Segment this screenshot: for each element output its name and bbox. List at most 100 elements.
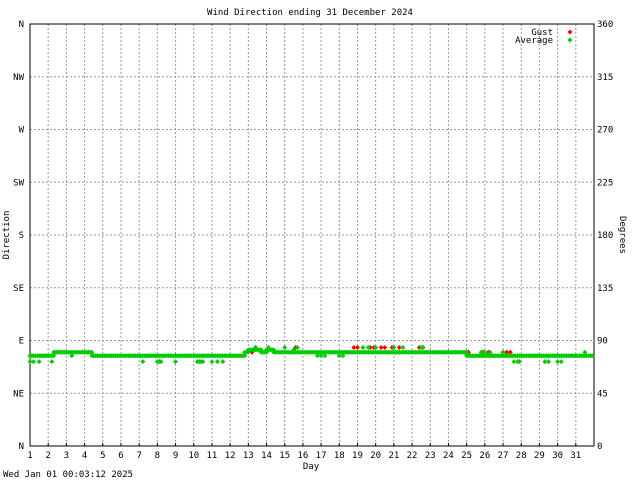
x-axis-label: Day [303, 462, 320, 472]
x-tick-label: 16 [297, 451, 308, 461]
average-series [27, 345, 595, 365]
average-point [200, 359, 206, 365]
x-tick-label: 1 [27, 451, 32, 461]
x-tick-label: 4 [82, 451, 87, 461]
left-axis-labels: N NE E SE S SW W NW N [13, 20, 24, 452]
average-point [220, 359, 226, 365]
average-point [400, 345, 406, 351]
gust-point [378, 345, 384, 351]
y-tick-label-left: NW [13, 73, 24, 83]
average-point [294, 345, 300, 351]
y-tick-label-right: 45 [597, 389, 608, 399]
y-tick-label-right: 270 [597, 126, 613, 136]
average-point [36, 359, 42, 365]
average-point [516, 359, 522, 365]
average-point [511, 359, 517, 365]
average-point [551, 353, 557, 359]
x-tick-label: 30 [552, 451, 563, 461]
x-axis-labels: 1 2 3 4 5 6 7 8 9 10 11 12 13 14 15 16 17 18 19 20 21 22 23 24 2… [27, 451, 581, 461]
average-point [249, 347, 255, 353]
x-tick-label: 12 [225, 451, 236, 461]
average-point [500, 349, 506, 355]
average-point [27, 359, 33, 365]
average-point [391, 345, 397, 351]
plot-frame [29, 23, 595, 447]
right-axis-label: Degrees [617, 216, 627, 254]
average-point [340, 353, 346, 359]
average-point [85, 349, 91, 355]
x-tick-label: 17 [316, 451, 327, 461]
x-tick-label: 15 [279, 451, 290, 461]
x-tick-label: 21 [388, 451, 399, 461]
average-point [158, 359, 164, 365]
legend-marker-gust [567, 29, 573, 35]
average-point [365, 345, 371, 351]
x-tick-label: 5 [100, 451, 105, 461]
x-tick-label: 20 [370, 451, 381, 461]
y-tick-label-right: 315 [597, 73, 613, 83]
y-tick-label-left: W [19, 126, 25, 136]
average-point [40, 353, 46, 359]
average-point [393, 349, 399, 355]
average-point [373, 345, 379, 351]
gust-point [396, 345, 402, 351]
x-tick-label: 6 [118, 451, 123, 461]
x-tick-label: 7 [136, 451, 141, 461]
average-point [242, 353, 248, 359]
legend-label-gust: Gust [531, 28, 553, 38]
average-point [542, 359, 548, 365]
average-point [582, 349, 588, 355]
x-tick-label: 25 [461, 451, 472, 461]
average-point [464, 349, 470, 355]
chart-title: Wind Direction ending 31 December 2024 [207, 8, 413, 18]
x-tick-label: 28 [516, 451, 527, 461]
average-point [209, 359, 215, 365]
average-point [256, 347, 262, 353]
gust-point [382, 345, 388, 351]
average-point [318, 353, 324, 359]
average-point [31, 359, 37, 365]
average-point [536, 353, 542, 359]
y-tick-label-right: 135 [597, 284, 613, 294]
x-tick-label: 3 [64, 451, 69, 461]
y-tick-label-right: 360 [597, 20, 613, 30]
average-point [265, 345, 271, 351]
x-tick-label: 27 [498, 451, 509, 461]
y-tick-label-left: NE [13, 389, 24, 399]
x-tick-label: 23 [425, 451, 436, 461]
y-tick-label-left: SE [13, 284, 24, 294]
average-point [253, 345, 259, 351]
gust-point [504, 349, 510, 355]
x-tick-label: 14 [261, 451, 272, 461]
average-point [336, 353, 342, 359]
grid-lines [29, 24, 594, 446]
x-tick-label: 22 [407, 451, 418, 461]
y-tick-label-right: 225 [597, 178, 613, 188]
average-point [214, 359, 220, 365]
average-point [269, 347, 275, 353]
y-tick-label-left: S [19, 231, 24, 241]
average-point [140, 359, 146, 365]
x-tick-label: 10 [188, 451, 199, 461]
y-tick-label-right: 0 [597, 442, 602, 452]
gust-point [354, 345, 360, 351]
average-point [420, 345, 426, 351]
average-point [69, 353, 75, 359]
x-tick-label: 26 [479, 451, 490, 461]
average-point [291, 347, 297, 353]
average-point [482, 349, 488, 355]
average-point [360, 345, 366, 351]
average-point [487, 349, 493, 355]
legend-marker-average [567, 37, 573, 43]
left-axis-label: Direction [2, 211, 12, 260]
x-tick-label: 13 [243, 451, 254, 461]
y-tick-label-right: 90 [597, 337, 608, 347]
average-point [558, 359, 564, 365]
y-tick-label-left: SW [13, 178, 24, 188]
average-point [478, 349, 484, 355]
average-point [89, 349, 95, 355]
x-tick-label: 9 [173, 451, 178, 461]
x-tick-label: 31 [570, 451, 581, 461]
right-axis-labels: 0 45 90 135 180 225 270 315 360 [597, 20, 613, 452]
